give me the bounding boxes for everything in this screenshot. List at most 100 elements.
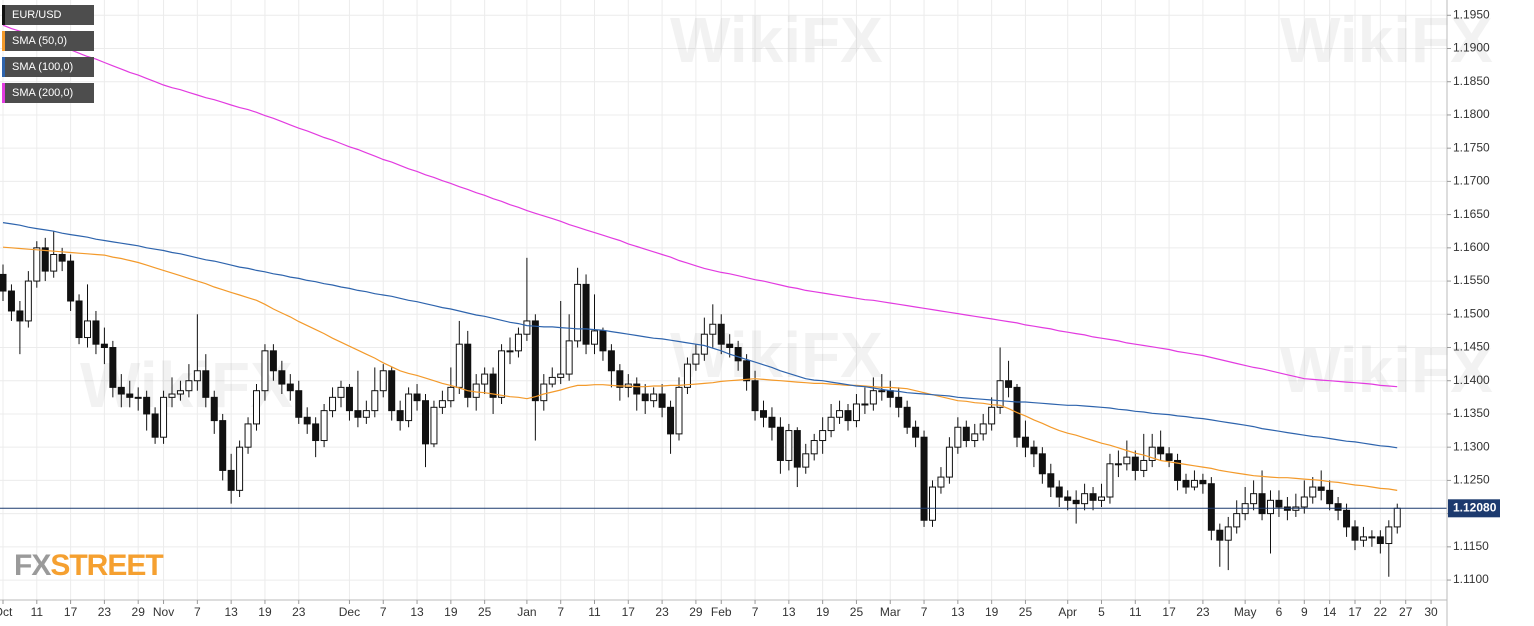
candle-body <box>151 413 159 438</box>
candle-body <box>92 320 100 345</box>
legend-box <box>2 83 94 103</box>
candle-body <box>0 273 7 292</box>
grid <box>0 0 1447 600</box>
x-tick-label: May <box>1234 605 1257 619</box>
candle-body <box>1072 499 1080 505</box>
x-tick-label: 11 <box>1129 605 1142 619</box>
candle-body <box>878 390 886 393</box>
candle-body <box>1165 453 1173 461</box>
candle-body <box>295 390 303 418</box>
candle-body <box>1233 513 1241 528</box>
last-price-box <box>1448 499 1500 518</box>
candle-body <box>971 433 979 442</box>
legend-label: SMA (50,0) <box>12 35 67 47</box>
candle-body <box>413 393 421 402</box>
candle-body <box>67 260 75 302</box>
candle-body <box>641 393 649 402</box>
candle-body <box>329 396 337 412</box>
x-tick-label: Oct <box>0 605 13 619</box>
x-tick-label: 17 <box>64 605 78 619</box>
candle-body <box>1157 446 1165 455</box>
y-tick-label: 1.1650 <box>1453 207 1490 221</box>
x-tick-label: 23 <box>98 605 112 619</box>
y-tick-label: 1.1150 <box>1453 539 1489 553</box>
candle-body <box>320 410 328 442</box>
legend-label: SMA (200,0) <box>12 87 73 99</box>
candle-body <box>464 343 472 398</box>
x-tick-label: 17 <box>1348 605 1362 619</box>
candle-body <box>920 436 928 521</box>
candle-body <box>852 403 860 422</box>
candle-body <box>743 360 751 382</box>
candle-body <box>514 333 522 352</box>
watermark: WikiFX <box>1280 4 1493 76</box>
candle-body <box>785 430 793 461</box>
logo: FXSTREET <box>14 549 163 582</box>
candle-body <box>253 390 260 425</box>
candle-body <box>168 393 176 398</box>
x-tick-label: 7 <box>921 605 928 619</box>
x-tick-label: 7 <box>557 605 564 619</box>
candle-body <box>117 386 125 395</box>
candle-body <box>1148 446 1156 461</box>
candle-body <box>438 400 446 408</box>
x-tick-label: 22 <box>1374 605 1388 619</box>
candle-body <box>1106 463 1114 498</box>
candle-body <box>354 410 362 418</box>
candle-body <box>582 283 590 345</box>
candle-body <box>658 393 666 408</box>
candle-body <box>988 406 996 425</box>
y-tick-label: 1.1600 <box>1453 240 1490 254</box>
x-tick-label: 11 <box>31 605 44 619</box>
axes: 1.11001.11501.12001.12501.13001.13501.14… <box>0 7 1500 619</box>
x-tick-label: 19 <box>444 605 458 619</box>
candle-body <box>1055 486 1063 498</box>
candle-body <box>996 380 1004 408</box>
y-tick-label: 1.1400 <box>1453 373 1490 387</box>
x-tick-label: 13 <box>224 605 238 619</box>
candle-body <box>1334 503 1342 511</box>
candle-body <box>134 396 142 399</box>
x-tick-label: Feb <box>711 605 732 619</box>
candle-body <box>607 350 615 372</box>
candle-body <box>337 386 345 398</box>
candle-body <box>962 426 970 442</box>
candle-body <box>210 396 218 422</box>
candle-body <box>675 386 683 435</box>
candle-body <box>1216 529 1224 541</box>
candle-body <box>650 393 658 402</box>
candle-body <box>751 380 759 412</box>
candle-body <box>24 280 32 322</box>
candle-body <box>1081 493 1089 505</box>
candle-body <box>261 350 269 392</box>
candle-body <box>1343 509 1351 528</box>
candle-body <box>405 393 413 422</box>
y-tick-label: 1.1900 <box>1453 41 1490 55</box>
candle-body <box>937 476 945 488</box>
legend-label: EUR/USD <box>12 9 62 21</box>
candle-body <box>1368 536 1376 539</box>
candle-body <box>7 290 15 312</box>
candle-body <box>430 406 438 445</box>
candle-body <box>1326 489 1334 505</box>
sma-line <box>2 246 1398 491</box>
candle-body <box>455 343 463 388</box>
candle-body <box>185 380 193 392</box>
x-tick-label: 17 <box>622 605 636 619</box>
candle-body <box>827 416 835 432</box>
candle-body <box>244 423 252 448</box>
candle-body <box>1030 446 1038 455</box>
y-tick-label: 1.1500 <box>1453 306 1490 320</box>
candle-body <box>58 253 66 262</box>
candle-body <box>1267 499 1274 515</box>
candle-body <box>548 376 556 385</box>
candle-body <box>278 370 286 385</box>
candle-body <box>1275 499 1283 508</box>
candle-body <box>84 320 91 339</box>
candle-body <box>1258 493 1266 515</box>
candle-body <box>929 486 936 521</box>
candle-body <box>447 386 455 402</box>
x-tick-label: 19 <box>258 605 272 619</box>
candle-body <box>599 330 607 352</box>
